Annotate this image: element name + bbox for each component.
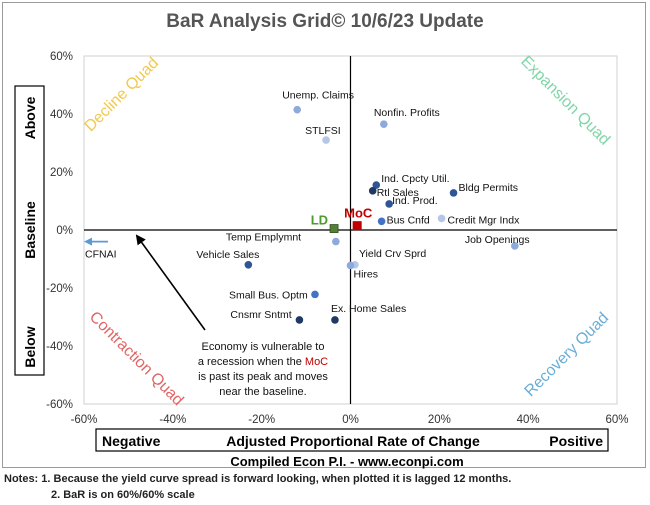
data-point [311,290,319,299]
data-point [511,242,519,250]
data-point-label: Bus Cnfd [387,214,430,226]
x-axis-label-center: Adjusted Proportional Rate of Change [226,433,480,449]
quadrant-label: Expansion Quad [517,53,613,149]
chart-frame [2,2,646,468]
x-tick-label: -60% [71,414,98,426]
data-point [331,316,339,324]
y-axis-label-above: Above [22,96,38,139]
data-point-label: Credit Mgr Indx [448,214,521,226]
note-2: 2. BaR is on 60%/60% scale [51,489,195,501]
data-point [377,217,386,226]
moc-label: MoC [344,206,373,221]
quadrant-label: Recovery Quad [522,310,613,401]
data-point [332,237,340,246]
source-credit: Compiled Econ P.I. - www.econpi.com [230,454,463,469]
chart-title: BaR Analysis Grid© 10/6/23 Update [166,11,483,32]
x-tick-label: -40% [159,414,186,426]
data-point-label: Unemp. Claims [282,90,354,102]
note-1: Notes: 1. Because the yield curve spread… [4,473,512,485]
data-point-label: Temp Emplymnt [226,232,301,244]
data-point-label: STLFSI [305,125,341,137]
annotation-text: Economy is vulnerable to a recession when… [198,341,328,398]
ld-marker [329,224,339,233]
y-axis-label-box [14,85,45,376]
quadrant-label: Contraction Quad [86,308,187,409]
data-point-label: Hires [354,268,379,280]
y-tick-label: 60% [50,51,73,63]
x-axis-label-negative: Negative [102,433,161,449]
data-point [368,187,377,195]
data-point-label: Ex. Home Sales [331,303,406,315]
annotation-line: Economy is vulnerable to [202,341,325,353]
x-tick-label: 20% [428,414,451,426]
y-tick-label: 40% [50,109,73,121]
data-point [244,261,253,269]
x-axis-label-positive: Positive [549,433,603,449]
moc-marker [352,221,362,231]
y-axis-label-below: Below [22,326,38,367]
x-axis-label-box [95,428,609,452]
data-point-label: Vehicle Sales [196,249,259,261]
data-point [380,120,388,128]
data-point [372,181,381,189]
data-point [449,189,458,197]
y-tick-label: -40% [46,341,73,353]
annotation-line: a recession when the MoC [198,356,328,368]
data-point-label: Cnsmr Sntmt [230,309,291,321]
annotation-arrow [135,234,206,331]
y-tick-label: -60% [46,399,73,411]
data-point-label: Ind. Cpcty Util. [381,173,449,185]
data-point [322,136,330,144]
data-point [346,261,355,270]
data-point-label: Yield Crv Sprd [359,248,426,260]
quadrant-label: Decline Quad [82,55,163,136]
x-tick-label: 40% [517,414,540,426]
data-point-label: Nonfin. Profits [374,107,440,119]
footer-notes: Notes: 1. Because the yield curve spread… [4,471,511,503]
data-point-label: Small Bus. Optm [229,289,308,301]
data-point-label: Ind. Prod. [392,195,438,207]
y-tick-label: -20% [46,283,73,295]
y-axis-label-baseline: Baseline [22,201,38,259]
x-tick-label: 0% [342,414,359,426]
cfnai-arrowhead [84,237,92,246]
data-point-label: Job Openings [465,234,530,246]
x-tick-label: -20% [248,414,275,426]
data-point-label: Bldg Permits [459,182,519,194]
y-tick-label: 0% [56,225,73,237]
data-point [437,214,446,223]
data-point-label: Rtl Sales [377,187,419,199]
annotation-line: near the baseline. [219,386,306,398]
data-point [293,105,302,114]
cfnai-label: CFNAI [85,249,117,261]
data-point [385,200,393,208]
annotation-box [184,335,344,397]
bar-analysis-scatter-chart: BaR Analysis Grid© 10/6/23 Update Declin… [14,11,629,469]
y-tick-label: 20% [50,167,73,179]
x-tick-label: 60% [605,414,628,426]
data-point [295,316,304,324]
ld-label: LD [311,213,328,228]
annotation-line: is past its peak and moves [198,371,328,383]
